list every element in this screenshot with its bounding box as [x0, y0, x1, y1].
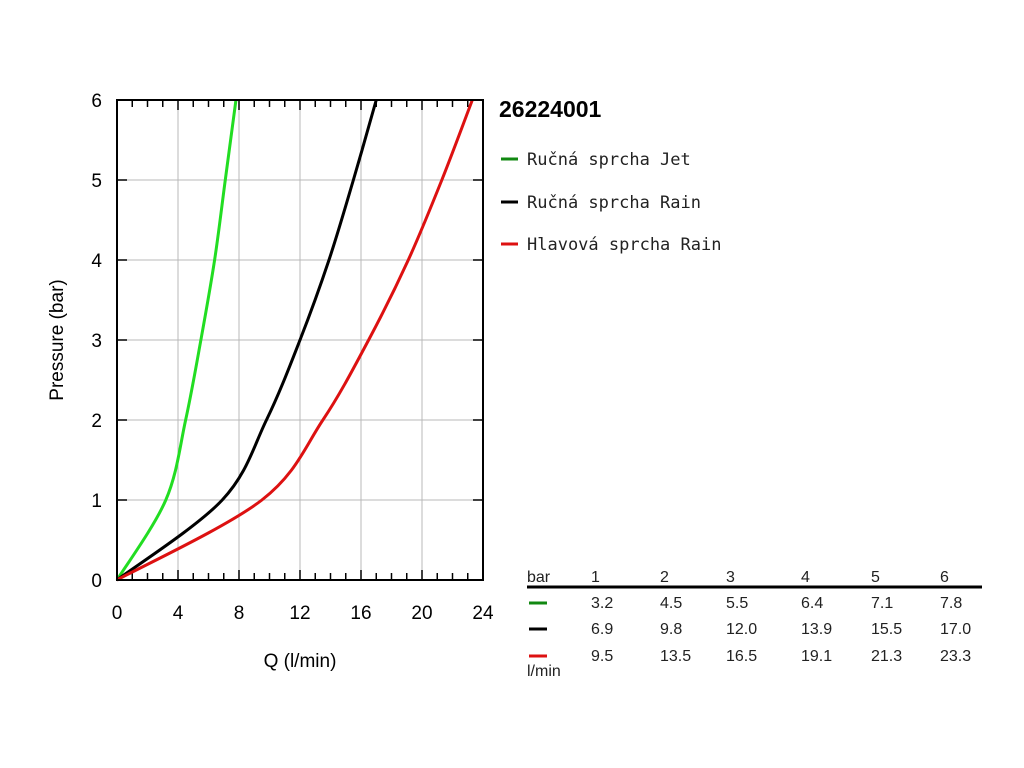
table-cell: 7.8 [940, 595, 962, 612]
legend-label-1: Ručná sprcha Jet [527, 150, 691, 170]
x-tick-label: 16 [350, 603, 371, 624]
series-line-3 [116, 99, 474, 582]
table-cell: 3.2 [591, 595, 613, 612]
x-tick-label: 12 [289, 603, 310, 624]
plot-frame [116, 99, 484, 581]
table-header-pressure: 1 [591, 569, 600, 586]
legend: Ručná sprcha Jet Ručná sprcha Rain Hlavová… [501, 150, 721, 255]
table-cell: 6.9 [591, 621, 613, 638]
table-cell: 23.3 [940, 648, 971, 665]
x-axis-label: Q (l/min) [264, 651, 337, 672]
series-line-2 [116, 99, 378, 582]
x-tick-labels: 0 4 8 12 16 20 24 [112, 603, 494, 624]
table-cell: 9.8 [660, 621, 682, 638]
table-cell: 21.3 [871, 648, 902, 665]
y-tick-label: 2 [91, 411, 102, 432]
y-axis-label: Pressure (bar) [47, 279, 68, 400]
x-tick-label: 24 [472, 603, 494, 624]
chart-title: 26224001 [499, 96, 602, 122]
table-cell: 7.1 [871, 595, 893, 612]
legend-label-2: Ručná sprcha Rain [527, 193, 701, 213]
y-tick-label: 3 [91, 331, 102, 352]
x-tick-label: 4 [173, 603, 184, 624]
y-tick-labels: 0 1 2 3 4 5 6 [91, 91, 102, 592]
table-cell: 13.9 [801, 621, 832, 638]
table-cell: 12.0 [726, 621, 757, 638]
table-cell: 6.4 [801, 595, 823, 612]
x-tick-label: 0 [112, 603, 123, 624]
table-cell: 13.5 [660, 648, 691, 665]
table-cell: 4.5 [660, 595, 682, 612]
series-curves [115, 99, 474, 582]
table-header-pressure: 2 [660, 569, 669, 586]
table-header-label: bar [527, 569, 551, 586]
table-cell: 5.5 [726, 595, 748, 612]
grid [117, 100, 483, 580]
x-tick-label: 8 [234, 603, 245, 624]
table-cell: 9.5 [591, 648, 613, 665]
series-line-1 [115, 99, 238, 581]
table-unit-label: l/min [527, 663, 561, 680]
x-tick-label: 20 [411, 603, 432, 624]
legend-label-3: Hlavová sprcha Rain [527, 235, 721, 255]
table-header-pressure: 3 [726, 569, 735, 586]
table-cell: 15.5 [871, 621, 902, 638]
table-header-pressure: 6 [940, 569, 949, 586]
y-tick-label: 1 [91, 491, 102, 512]
table-header-pressure: 4 [801, 569, 810, 586]
y-tick-label: 6 [91, 91, 102, 112]
y-tick-label: 4 [91, 251, 102, 272]
y-tick-label: 5 [91, 171, 102, 192]
table-cell: 16.5 [726, 648, 757, 665]
table-cell: 17.0 [940, 621, 971, 638]
data-table: bar 1 2 3 4 5 6 3.2 4.5 5.5 6.4 7.1 7.8 6.9 9.8 12.0 13.… [527, 569, 982, 680]
y-tick-label: 0 [91, 571, 102, 592]
table-header-pressure: 5 [871, 569, 880, 586]
table-cell: 19.1 [801, 648, 832, 665]
